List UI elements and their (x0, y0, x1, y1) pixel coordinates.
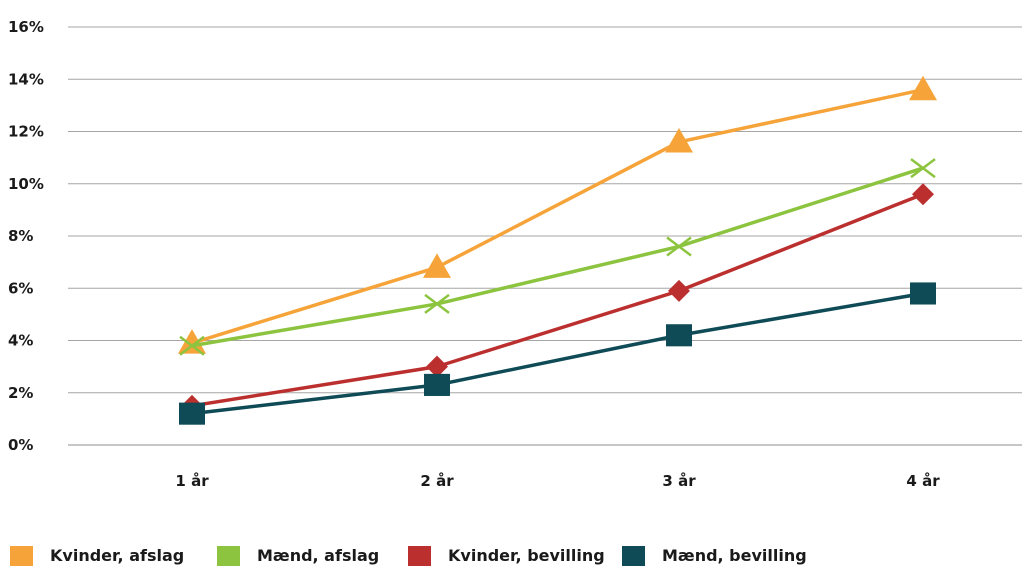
data-point (666, 236, 692, 257)
x-tick-label: 4 år (906, 472, 940, 490)
y-tick-label: 8% (8, 227, 33, 245)
data-point (910, 158, 936, 179)
series-3 (179, 282, 936, 425)
data-point (912, 183, 934, 206)
legend-swatch (408, 546, 431, 566)
legend-label: Kvinder, bevilling (448, 546, 605, 565)
y-tick-label: 12% (8, 123, 44, 141)
legend: Kvinder, afslag Mænd, afslag Kvinder, bevi… (10, 546, 807, 566)
y-tick-label: 0% (8, 436, 33, 454)
y-axis: 0% 2% 4% 6% 8% 10% 12% 14% 16% (8, 18, 44, 454)
data-point (426, 355, 448, 378)
y-tick-label: 6% (8, 279, 33, 297)
legend-label: Mænd, bevilling (662, 546, 807, 565)
y-tick-label: 4% (8, 332, 33, 350)
data-point (424, 373, 450, 396)
x-tick-label: 1 år (175, 472, 209, 490)
series-0 (178, 75, 937, 354)
series-line (191, 166, 924, 348)
series-line (191, 87, 924, 345)
y-tick-label: 2% (8, 384, 33, 402)
data-point (179, 402, 205, 425)
x-axis: 1 år 2 år 3 år 4 år (175, 472, 940, 490)
legend-swatch (10, 546, 33, 566)
data-point (423, 253, 451, 278)
y-tick-label: 16% (8, 18, 44, 36)
data-point (665, 127, 693, 153)
legend-item: Mænd, afslag (217, 546, 379, 566)
legend-item: Kvinder, bevilling (408, 546, 605, 566)
legend-swatch (217, 546, 240, 566)
data-point (668, 279, 690, 302)
legend-item: Mænd, bevilling (622, 546, 807, 566)
x-tick-label: 2 år (420, 472, 454, 490)
legend-item: Kvinder, afslag (10, 546, 184, 566)
data-point (424, 293, 450, 314)
legend-swatch (622, 546, 645, 566)
x-tick-label: 3 år (662, 472, 696, 490)
series-group (178, 75, 937, 425)
data-point (666, 324, 692, 347)
legend-label: Mænd, afslag (257, 546, 379, 565)
data-point (179, 335, 205, 356)
data-point (178, 329, 206, 354)
series-2 (181, 183, 934, 417)
series-line (191, 192, 924, 408)
y-tick-label: 14% (8, 70, 44, 88)
data-point (909, 75, 937, 101)
y-tick-label: 10% (8, 175, 44, 193)
series-line (191, 291, 924, 416)
series-1 (179, 158, 936, 356)
legend-label: Kvinder, afslag (50, 546, 184, 565)
data-point (910, 282, 936, 305)
grid-lines (68, 26, 1022, 446)
